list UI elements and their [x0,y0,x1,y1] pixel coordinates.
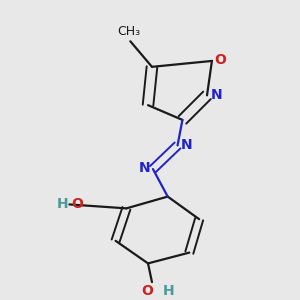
Text: H: H [56,197,68,212]
Text: O: O [142,284,153,298]
Text: H: H [162,284,174,298]
Text: N: N [181,138,192,152]
Text: N: N [138,161,150,176]
Text: O: O [214,53,226,67]
Text: N: N [211,88,222,102]
Text: O: O [71,196,83,211]
Text: CH₃: CH₃ [117,25,140,38]
